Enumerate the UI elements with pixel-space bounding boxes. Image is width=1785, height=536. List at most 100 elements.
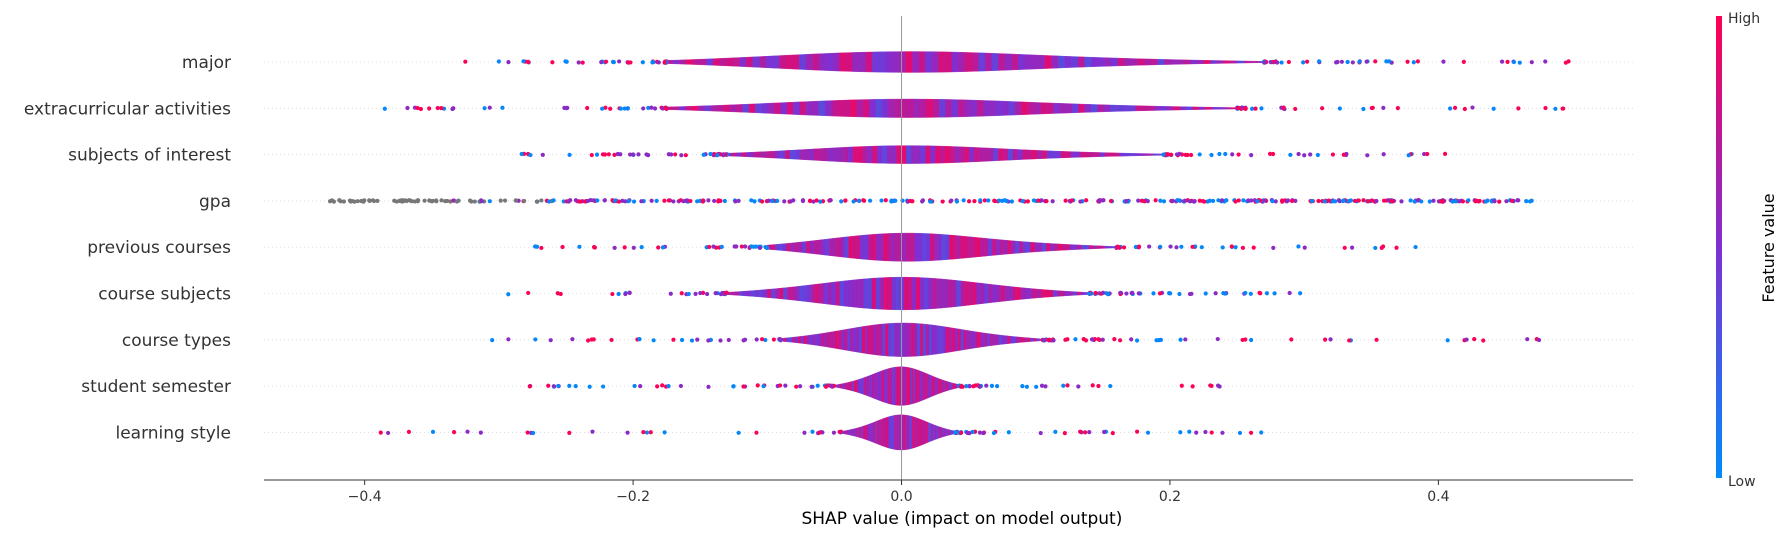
violin-slice <box>1100 245 1105 249</box>
violin-slice <box>1003 148 1009 161</box>
violin-slice <box>742 103 750 113</box>
feature-label: subjects of interest <box>68 146 231 166</box>
violin-slice <box>1034 102 1041 115</box>
violin-slice <box>792 336 796 343</box>
violin-slice <box>926 233 931 262</box>
violin-slice <box>889 367 892 405</box>
violin-slice <box>885 323 889 357</box>
violin-slice <box>843 280 849 307</box>
violin-slice <box>795 336 799 344</box>
violin-slice <box>1015 101 1022 116</box>
violin-slice <box>767 288 772 299</box>
violin-slice <box>746 152 752 158</box>
shap-point <box>656 60 661 65</box>
violin-slice <box>1205 106 1212 110</box>
violin-slice <box>1051 150 1057 159</box>
violin-slice <box>1033 338 1037 342</box>
shap-point <box>472 199 477 204</box>
violin-slice <box>780 150 786 159</box>
shap-point <box>964 383 969 389</box>
violin-slice <box>864 325 869 355</box>
violin-slice <box>1003 239 1008 255</box>
violin-slice <box>844 328 848 351</box>
shap-point <box>1425 151 1430 157</box>
shap-point <box>1108 198 1114 204</box>
violin-slice <box>1019 241 1024 254</box>
shap-point <box>1445 338 1450 343</box>
violin-slice <box>959 146 965 163</box>
shap-point <box>761 384 766 389</box>
violin-slice <box>1138 153 1145 156</box>
violin-slice <box>746 290 752 297</box>
violin-slice <box>896 366 899 406</box>
violin-slice <box>836 384 839 389</box>
violin-slice <box>848 235 853 259</box>
shap-point <box>1219 198 1225 203</box>
shap-point <box>893 198 898 203</box>
shap-point <box>625 106 630 111</box>
shap-point <box>1361 198 1366 203</box>
shap-point <box>977 430 983 435</box>
shap-point <box>1287 290 1292 296</box>
violin-slice <box>919 98 927 118</box>
shap-point <box>1170 198 1175 204</box>
shap-point <box>632 383 637 389</box>
violin-slice <box>1237 60 1245 64</box>
violin-slice <box>779 55 787 69</box>
violin-slice <box>786 101 794 115</box>
shap-point <box>1076 384 1081 389</box>
violin-slice <box>842 383 845 390</box>
violin-slice <box>1081 244 1086 250</box>
violin-slice <box>964 146 970 163</box>
violin-slice <box>1022 149 1028 160</box>
violin-slice <box>940 278 945 309</box>
shap-point <box>1233 245 1238 250</box>
shap-point <box>1102 429 1107 435</box>
shap-point <box>1230 152 1235 157</box>
shap-point <box>783 383 788 388</box>
violin-slice <box>1097 104 1105 113</box>
shap-point <box>958 384 964 389</box>
violin-slice <box>751 290 756 297</box>
violin-slice <box>1190 59 1198 65</box>
violin-slice <box>891 233 896 262</box>
shap-point <box>660 245 666 250</box>
shap-point <box>782 199 787 204</box>
violin-slice <box>1073 291 1078 296</box>
violin-slice <box>802 241 807 254</box>
violin-slice <box>793 101 800 115</box>
shap-point <box>1470 105 1475 110</box>
shap-point <box>1215 336 1220 342</box>
violin-slice <box>882 323 886 357</box>
shap-point <box>1062 431 1067 436</box>
violin-slice <box>843 99 851 117</box>
shap-point <box>528 152 533 158</box>
shap-point <box>879 198 884 203</box>
shap-point <box>1210 198 1216 204</box>
feature-label: gpa <box>199 192 231 212</box>
shap-point <box>701 152 706 157</box>
shap-point <box>966 199 972 204</box>
violin-slice <box>1031 54 1039 70</box>
violin-slice <box>685 106 693 111</box>
violin-slice <box>945 380 947 392</box>
shap-point <box>810 429 815 434</box>
shap-point <box>1182 198 1188 203</box>
violin-slice <box>888 367 891 405</box>
shap-point <box>749 244 754 249</box>
shap-point <box>556 383 561 389</box>
shap-point <box>1264 291 1270 296</box>
violin-slice <box>799 101 807 116</box>
violin-slice <box>1044 55 1052 69</box>
shap-point <box>1096 337 1101 342</box>
shap-point <box>1405 59 1410 64</box>
shap-point <box>843 198 848 203</box>
violin-slice <box>783 287 788 300</box>
violin-slice <box>871 233 877 261</box>
violin-slice <box>902 322 906 357</box>
violin-slice <box>1065 290 1070 297</box>
violin-slice <box>1077 244 1082 250</box>
shap-point <box>1262 60 1267 65</box>
shap-point <box>1020 199 1025 204</box>
violin-slice <box>972 281 977 306</box>
